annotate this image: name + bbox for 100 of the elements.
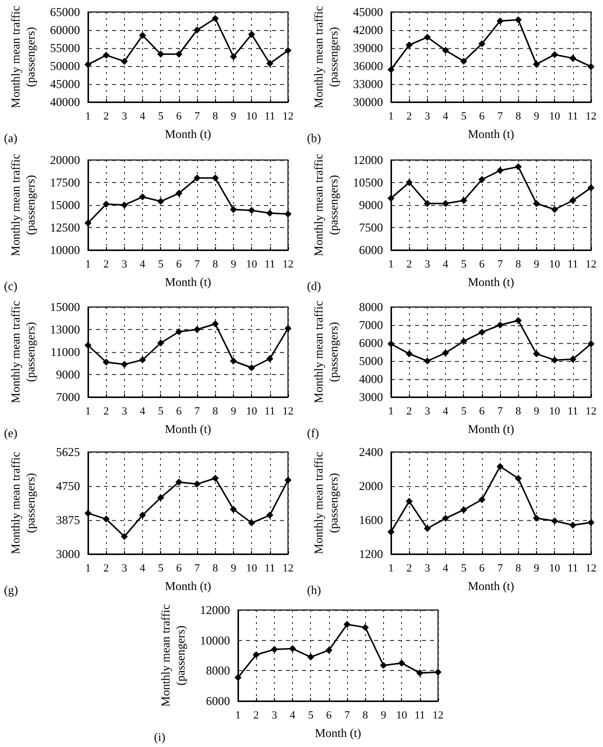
- x-tick-label: 3: [122, 562, 128, 574]
- x-tick-label: 4: [442, 110, 449, 122]
- y-axis-title: Monthly mean traffic (passengers): [8, 300, 38, 404]
- x-tick-label: 2: [103, 110, 109, 122]
- x-tick-label: 1: [388, 562, 394, 574]
- point: [284, 210, 292, 218]
- point: [496, 18, 504, 24]
- x-tick-label: 1: [388, 258, 394, 270]
- y-tick-label: 2400: [359, 445, 383, 459]
- point: [230, 53, 237, 60]
- point: [442, 349, 450, 356]
- x-tick-label: 10: [246, 110, 258, 122]
- y-axis-title: Monthly mean traffic (passengers): [312, 300, 340, 404]
- x-axis-title: Month (t): [314, 726, 362, 740]
- point: [194, 480, 201, 488]
- point: [212, 320, 219, 328]
- point: [175, 190, 182, 197]
- x-tick-label: 11: [264, 110, 276, 122]
- x-axis-title: Month (t): [468, 422, 514, 436]
- x-tick-label: 1: [85, 406, 91, 418]
- point: [460, 58, 468, 65]
- x-tick-label: 7: [194, 258, 200, 270]
- x-tick-label: 11: [264, 406, 276, 418]
- y-tick-label: 6000: [206, 694, 230, 708]
- x-tick-label: 7: [194, 562, 200, 574]
- x-tick-label: 5: [158, 562, 164, 574]
- point: [496, 167, 504, 174]
- point: [588, 63, 594, 70]
- x-tick-label: 8: [212, 110, 219, 122]
- point: [478, 328, 486, 336]
- x-tick-label: 5: [158, 258, 164, 270]
- point: [139, 356, 146, 364]
- point: [514, 163, 522, 170]
- point: [362, 624, 369, 631]
- x-tick-label: 3: [424, 258, 431, 270]
- x-tick-label: 8: [516, 562, 522, 574]
- point: [424, 34, 431, 41]
- point: [551, 517, 558, 524]
- y-tick-label: 5625: [56, 445, 80, 459]
- point: [284, 47, 292, 54]
- point: [175, 328, 182, 336]
- x-tick-label: 2: [253, 710, 259, 722]
- y-axis-title: Monthly mean traffic (passengers): [312, 6, 340, 108]
- point: [284, 476, 292, 484]
- y-tick-label: 1600: [359, 513, 383, 527]
- point: [388, 340, 394, 348]
- text: (e): [4, 426, 18, 440]
- point: [569, 197, 576, 204]
- x-tick-label: 7: [497, 110, 504, 122]
- point: [460, 338, 468, 345]
- x-tick-label: 3: [122, 110, 128, 122]
- point: [478, 40, 486, 48]
- y-tick-label: 12500: [50, 220, 80, 234]
- point: [380, 662, 387, 669]
- point: [175, 478, 182, 486]
- y-tick-label: 50000: [50, 59, 80, 73]
- x-tick-label: 8: [516, 258, 522, 270]
- y-tick-label: 10000: [200, 633, 230, 648]
- x-tick-label: 10: [396, 710, 408, 722]
- x-tick-label: 7: [194, 110, 200, 122]
- x-tick-label: 11: [264, 258, 276, 270]
- point: [139, 32, 146, 39]
- text: (f): [307, 426, 319, 440]
- point: [434, 668, 442, 676]
- x-tick-label: 6: [479, 562, 486, 574]
- x-tick-label: 9: [230, 258, 237, 270]
- x-tick-label: 3: [272, 710, 278, 722]
- x-tick-label: 4: [442, 562, 449, 574]
- x-tick-label: 2: [103, 406, 109, 418]
- point: [588, 340, 594, 348]
- point: [569, 54, 576, 62]
- x-axis-title: Month (t): [468, 127, 514, 141]
- x-tick-label: 2: [406, 110, 412, 122]
- y-tick-label: 7000: [359, 318, 383, 332]
- text: (g): [4, 583, 18, 597]
- x-tick-label: 1: [85, 562, 91, 574]
- x-axis-title: Month (t): [468, 579, 514, 593]
- point: [157, 340, 164, 346]
- x-tick-label: 9: [230, 406, 237, 418]
- point: [388, 528, 394, 536]
- x-tick-label: 10: [246, 406, 258, 418]
- x-tick-label: 12: [586, 110, 596, 122]
- y-axis-title: Monthly mean traffic (passengers): [158, 604, 188, 707]
- point: [248, 30, 256, 38]
- point: [388, 66, 394, 74]
- x-tick-label: 10: [549, 562, 561, 574]
- point: [460, 506, 468, 514]
- x-axis-title: Month (t): [164, 579, 212, 593]
- point: [424, 525, 431, 532]
- x-tick-label: 12: [282, 258, 294, 270]
- point: [406, 42, 413, 48]
- x-tick-label: 10: [549, 406, 561, 418]
- y-axis-title: Monthly mean traffic (passengers): [312, 452, 340, 554]
- text: (h): [307, 583, 321, 597]
- point: [194, 174, 201, 182]
- x-tick-label: 9: [534, 258, 540, 270]
- point: [406, 498, 413, 505]
- point: [532, 60, 540, 68]
- x-tick-label: 5: [460, 562, 467, 574]
- x-tick-label: 7: [497, 258, 504, 270]
